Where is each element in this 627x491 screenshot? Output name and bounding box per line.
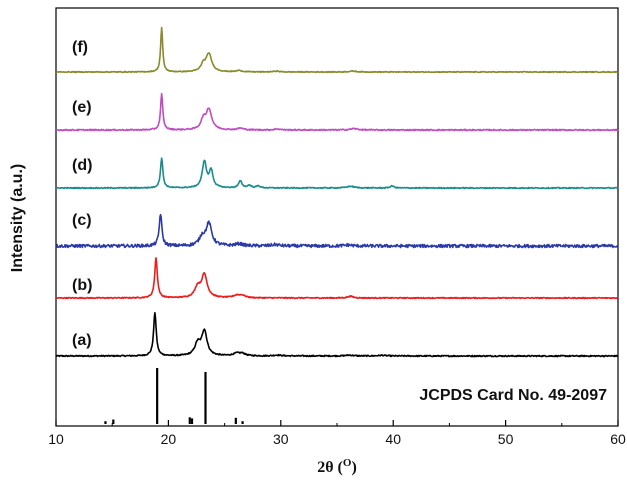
x-axis-title-main: 2θ ( <box>317 459 343 476</box>
series-label: (f) <box>72 39 88 56</box>
x-axis-ticks: 10 20 30 40 50 60 <box>48 420 626 447</box>
series-line <box>55 26 619 74</box>
reference-pattern <box>104 368 244 424</box>
series-label: (b) <box>72 277 92 294</box>
series-line <box>55 92 619 132</box>
x-axis-title-sup: O <box>343 457 352 469</box>
series-line <box>55 157 619 190</box>
x-tick-label: 30 <box>273 431 289 447</box>
series-line <box>55 311 619 358</box>
reference-label: JCPDS Card No. 49-2097 <box>419 387 607 404</box>
x-tick-label: 10 <box>48 431 64 447</box>
x-tick-label: 20 <box>161 431 177 447</box>
plot-frame <box>55 7 619 427</box>
plot-area: (a) (b) (c) (d) (e) (f) 10 20 30 40 50 60 <box>48 7 626 447</box>
x-tick-label: 50 <box>498 431 514 447</box>
series-group <box>55 26 619 358</box>
series-line <box>55 257 619 300</box>
series-label: (c) <box>72 212 92 229</box>
y-axis-title: Intensity (a.u.) <box>9 164 26 272</box>
x-axis-title-end: ) <box>351 459 356 476</box>
series-line <box>55 213 619 249</box>
x-tick-label: 60 <box>610 431 626 447</box>
series-labels: (a) (b) (c) (d) (e) (f) <box>72 39 92 349</box>
series-label: (e) <box>72 99 92 116</box>
series-label: (a) <box>72 332 92 349</box>
x-tick-label: 40 <box>385 431 401 447</box>
series-label: (d) <box>72 157 92 174</box>
x-axis-title: 2θ (O) <box>317 457 357 476</box>
